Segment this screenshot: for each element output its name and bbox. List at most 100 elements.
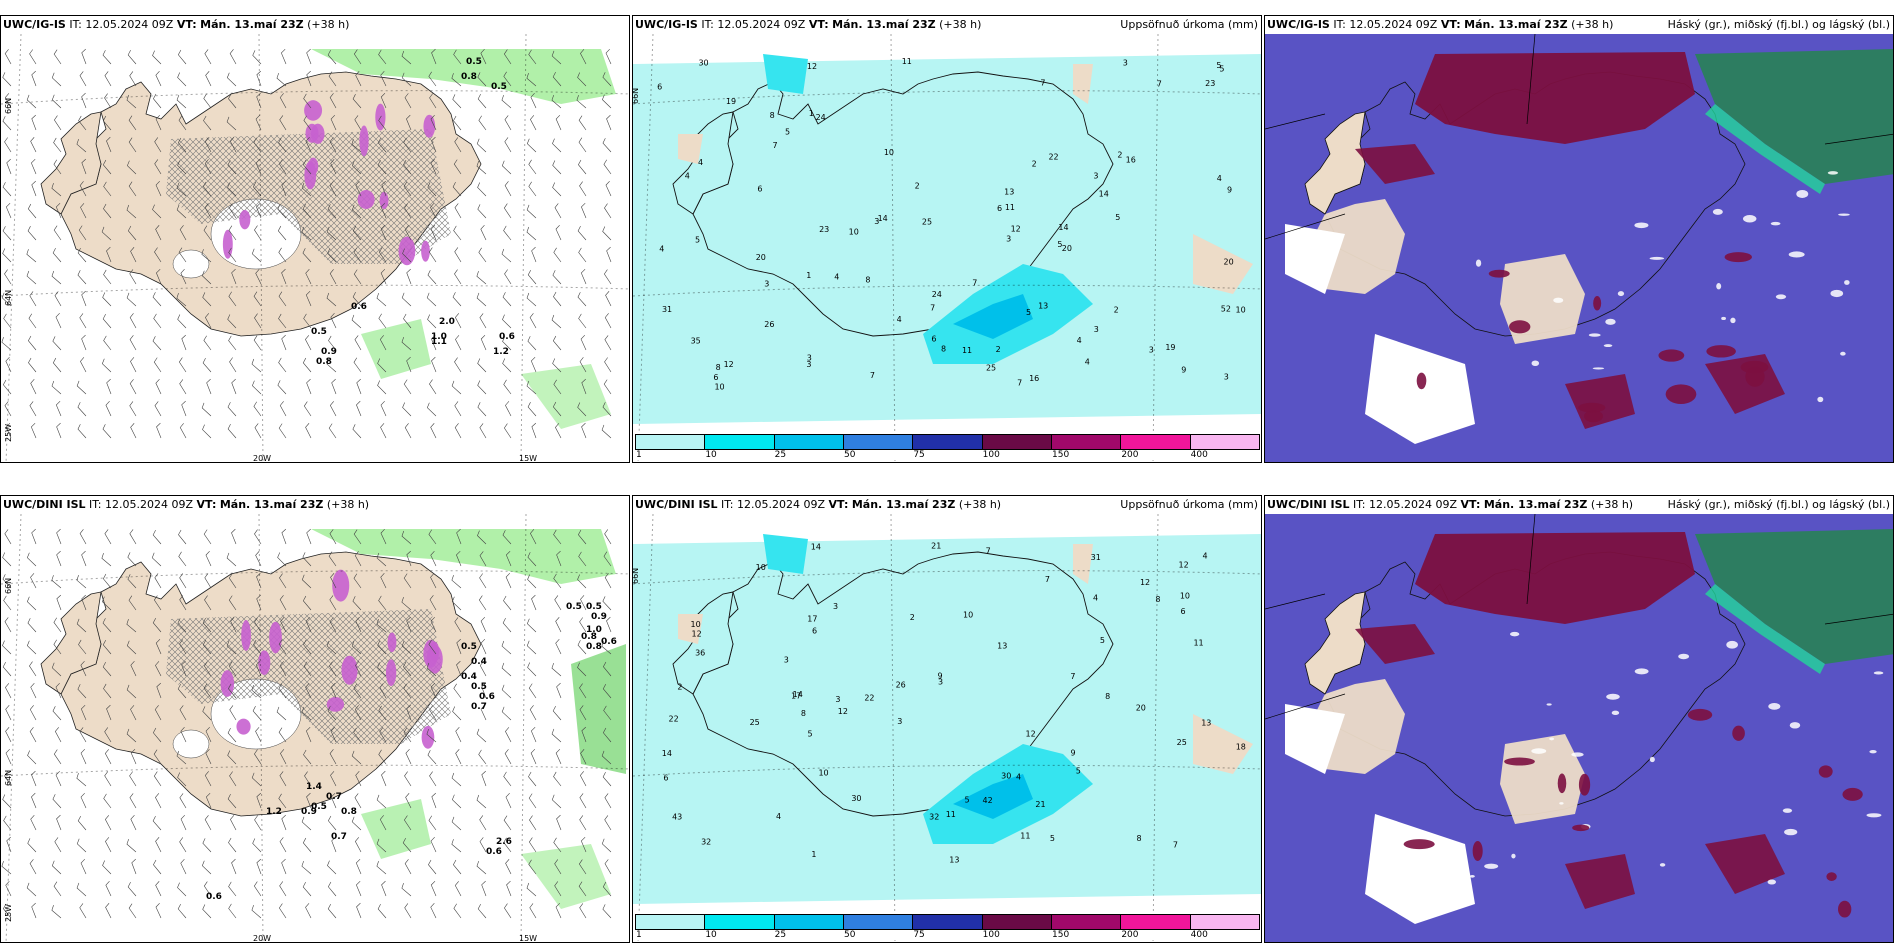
cloud-mid-cell	[1706, 345, 1736, 358]
wind-barb	[581, 422, 587, 439]
wind-barb	[305, 423, 312, 439]
wind-barb	[406, 616, 412, 633]
wind-barb	[303, 115, 312, 131]
wind-barb	[126, 204, 137, 219]
precip-value: 20	[1136, 703, 1146, 712]
wind-barb	[501, 662, 512, 677]
wind-barb	[277, 552, 287, 567]
wind-barb	[281, 858, 287, 875]
snow-spot	[332, 569, 350, 602]
wind-barb	[378, 705, 387, 721]
wind-barb	[130, 661, 137, 677]
wind-barb	[506, 880, 512, 897]
wind-barb	[378, 595, 387, 611]
wind-barb	[303, 661, 312, 677]
wind-barb	[256, 792, 262, 809]
precip-value: 14	[878, 214, 888, 223]
precip-value: 12	[1011, 224, 1021, 233]
wind-barb	[603, 159, 612, 175]
wind-barb	[205, 71, 212, 87]
graticule-20w	[258, 514, 264, 942]
wind-barb	[356, 880, 362, 897]
precip-value: 3	[833, 602, 838, 611]
wind-barb	[179, 595, 187, 611]
wind-barb	[451, 73, 462, 87]
precip-field-northwest	[763, 534, 808, 574]
precip-label: 0.6	[499, 332, 515, 342]
precip-value: 5	[965, 796, 970, 805]
wind-barb	[129, 379, 137, 395]
precip-value: 10	[963, 611, 973, 620]
wind-barb	[155, 638, 162, 655]
wind-barb	[477, 402, 487, 417]
precip-value: 8	[865, 276, 870, 285]
wind-barb	[179, 837, 187, 853]
precip-label: 1.1	[431, 337, 447, 347]
wind-barb	[254, 529, 262, 545]
precip-area-south	[361, 799, 431, 859]
precip-value: 11	[1193, 638, 1203, 647]
wind-barb	[453, 225, 462, 241]
wind-barb	[101, 226, 112, 241]
precip-value: 14	[793, 690, 803, 699]
wind-barb	[605, 48, 612, 65]
cloud-mid-cell	[1842, 787, 1863, 801]
wind-barb	[2, 72, 12, 87]
wind-barb	[379, 683, 387, 699]
wind-barb	[176, 750, 187, 765]
wind-barb	[351, 640, 362, 655]
wind-barb	[606, 246, 612, 263]
wind-barb	[326, 640, 337, 655]
wind-barb	[30, 137, 37, 153]
cloud-gap	[1730, 317, 1736, 324]
precip-value: 6	[663, 774, 668, 783]
wind-barb	[6, 158, 12, 175]
graticule-20w	[890, 34, 896, 462]
wind-barb	[103, 269, 112, 285]
wind-barb	[426, 292, 437, 307]
it-value: 12.05.2024 09Z	[85, 18, 174, 31]
dry-patch	[1073, 544, 1093, 584]
wind-barb	[552, 138, 562, 153]
wind-barb	[430, 903, 437, 919]
model-name: UWC/IG-IS	[3, 18, 66, 31]
precip-label: 0.4	[471, 657, 487, 667]
wind-barb	[581, 726, 587, 743]
cloud-mid-north	[1415, 532, 1695, 624]
wind-barb	[403, 683, 412, 699]
wind-barb	[327, 815, 337, 831]
wind-barb	[477, 380, 487, 395]
wind-barb	[353, 247, 362, 263]
wind-barb	[231, 378, 237, 395]
wind-barb	[278, 793, 287, 809]
precip-label: 0.8	[316, 357, 332, 367]
wind-barb	[26, 640, 37, 655]
precip-label: 0.6	[601, 637, 617, 647]
wind-barb	[303, 93, 312, 109]
wind-barb	[479, 815, 487, 831]
snow-spot	[239, 209, 251, 230]
cloud-gap	[1827, 171, 1839, 175]
wind-barb	[376, 794, 387, 809]
precip-value: 25	[1177, 738, 1187, 747]
graticule-line	[1526, 34, 1536, 125]
wind-barb	[105, 903, 112, 919]
cloud-gap	[1873, 671, 1884, 675]
clear-sky	[1285, 224, 1345, 294]
precip-value: 7	[1157, 79, 1162, 88]
precip-value: 6	[812, 626, 817, 635]
it-label: IT:	[1333, 18, 1346, 31]
wind-barb	[431, 792, 437, 809]
wind-barb	[176, 94, 187, 109]
wind-barb	[228, 595, 237, 611]
wind-barb	[503, 225, 512, 241]
wind-barb	[455, 727, 462, 743]
wind-barb	[403, 661, 412, 677]
wind-barb	[380, 71, 387, 87]
wind-barb	[302, 357, 312, 373]
precip-value: 30	[851, 794, 861, 803]
wind-barb	[129, 269, 137, 285]
wind-barb	[503, 595, 512, 611]
wind-barb	[52, 336, 62, 351]
wind-barb	[27, 750, 37, 765]
